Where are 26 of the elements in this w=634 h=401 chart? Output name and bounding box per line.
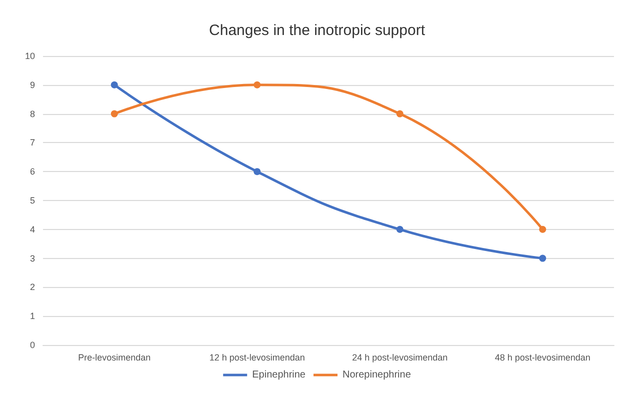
chart-title: Changes in the inotropic support — [209, 22, 426, 39]
y-tick-label: 3 — [30, 253, 35, 264]
point — [254, 168, 261, 176]
x-tick-label: Pre-levosimendan — [78, 352, 151, 362]
y-tick-label: 0 — [30, 340, 35, 350]
point — [110, 110, 118, 118]
y-tick-label: 1 — [30, 311, 35, 322]
point — [254, 81, 261, 88]
y-tick-label: 9 — [30, 80, 35, 90]
point — [396, 110, 404, 118]
legend-label: Norepinephrine — [342, 370, 412, 380]
x-tick-label: 24 h post-levosimendan — [352, 352, 448, 362]
y-tick-label: 5 — [30, 196, 35, 206]
x-tick-label: 48 h post-levosimendan — [494, 352, 590, 362]
y-tick-label: 6 — [30, 166, 35, 177]
legend-label: Epinephrine — [252, 370, 306, 380]
y-tick-label: 7 — [30, 138, 35, 148]
point — [539, 226, 546, 233]
y-tick-label: 4 — [30, 224, 35, 234]
point — [110, 81, 118, 88]
x-tick-label: 12 h post-levosimendan — [209, 352, 305, 362]
point — [539, 254, 546, 262]
y-tick-label: 2 — [30, 282, 35, 292]
y-tick-label: 10 — [24, 51, 35, 61]
y-tick-label: 8 — [30, 108, 35, 119]
point — [396, 226, 404, 233]
